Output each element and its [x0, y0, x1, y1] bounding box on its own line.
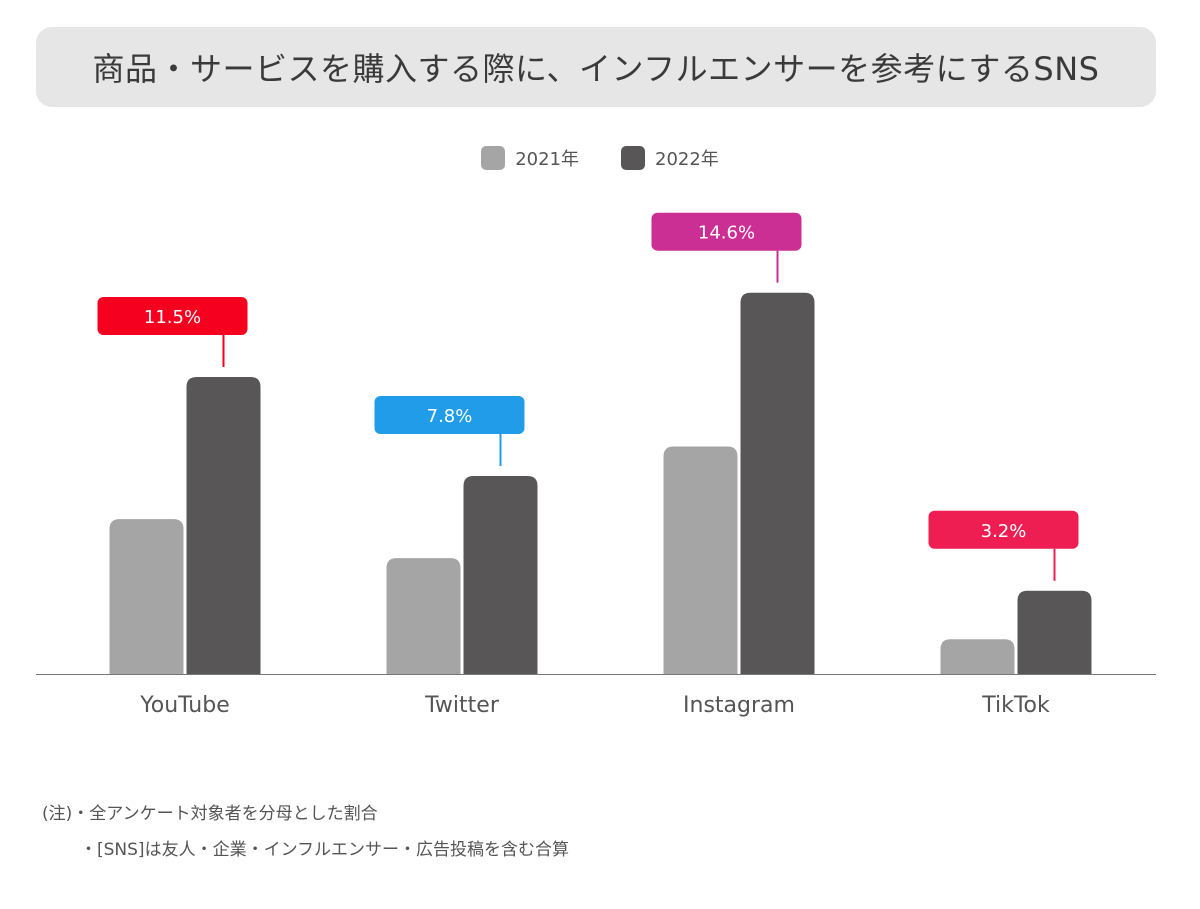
callout-box-instagram: [651, 212, 802, 251]
legend-swatch-2022: [621, 146, 645, 170]
footnote-1: (注)・全アンケート対象者を分母とした割合: [42, 804, 378, 824]
legend-item-2021: 2021年: [481, 145, 579, 171]
bar-youtube-2021: [109, 519, 184, 674]
title-banner: 商品・サービスを購入する際に、インフルエンサーを参考にするSNS: [36, 27, 1156, 107]
bar-instagram-2021: [663, 446, 738, 674]
legend: 2021年 2022年: [0, 145, 1200, 171]
x-tick-label-youtube: YouTube: [139, 693, 229, 718]
callout-box-youtube: [97, 296, 248, 335]
callout-label-youtube: 11.5%: [144, 307, 201, 328]
legend-label-2022: 2022年: [655, 149, 719, 170]
callout-label-instagram: 14.6%: [698, 223, 755, 244]
legend-label-2021: 2021年: [515, 149, 579, 170]
footnotes: (注)・全アンケート対象者を分母とした割合 ・[SNS]は友人・企業・インフルエ…: [42, 796, 569, 868]
bar-twitter-2021: [386, 558, 461, 674]
legend-item-2022: 2022年: [621, 145, 719, 171]
x-tick-label-tiktok: TikTok: [981, 693, 1050, 718]
bar-twitter-2022: [463, 475, 538, 674]
bar-tiktok-2021: [940, 639, 1015, 674]
x-tick-label-twitter: Twitter: [424, 693, 500, 718]
callout-label-twitter: 7.8%: [427, 406, 473, 427]
bar-instagram-2022: [740, 292, 815, 674]
x-tick-label-instagram: Instagram: [683, 693, 795, 718]
footnote-2: ・[SNS]は友人・企業・インフルエンサー・広告投稿を含む合算: [80, 840, 570, 860]
legend-swatch-2021: [481, 146, 506, 170]
callout-box-twitter: [374, 395, 525, 434]
bar-youtube-2022: [186, 376, 261, 674]
bar-tiktok-2022: [1017, 590, 1092, 674]
callout-box-tiktok: [928, 510, 1079, 549]
callout-label-tiktok: 3.2%: [981, 521, 1027, 542]
chart-title: 商品・サービスを購入する際に、インフルエンサーを参考にするSNS: [92, 50, 1100, 88]
